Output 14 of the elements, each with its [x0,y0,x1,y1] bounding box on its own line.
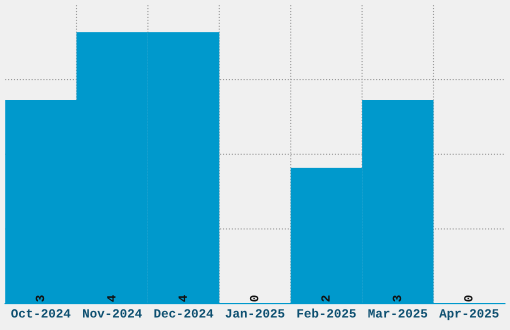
x-tick-label: Oct-2024 [11,309,70,318]
x-tick-label: Dec-2024 [154,309,214,318]
x-tick-label: Feb-2025 [297,308,356,318]
data-label: 3 [392,295,402,302]
data-label: 4 [107,295,116,302]
x-tick-label: Mar-2025 [368,309,428,318]
data-label: 0 [250,295,258,302]
x-tick-label: Nov-2024 [83,309,142,318]
x-tick-label: Jan-2025 [226,309,284,318]
x-tick-label: Apr-2025 [439,309,499,320]
data-label: 2 [321,295,330,302]
data-label: 4 [178,295,187,302]
data-label: 0 [464,295,473,302]
data-label: 3 [36,295,44,302]
